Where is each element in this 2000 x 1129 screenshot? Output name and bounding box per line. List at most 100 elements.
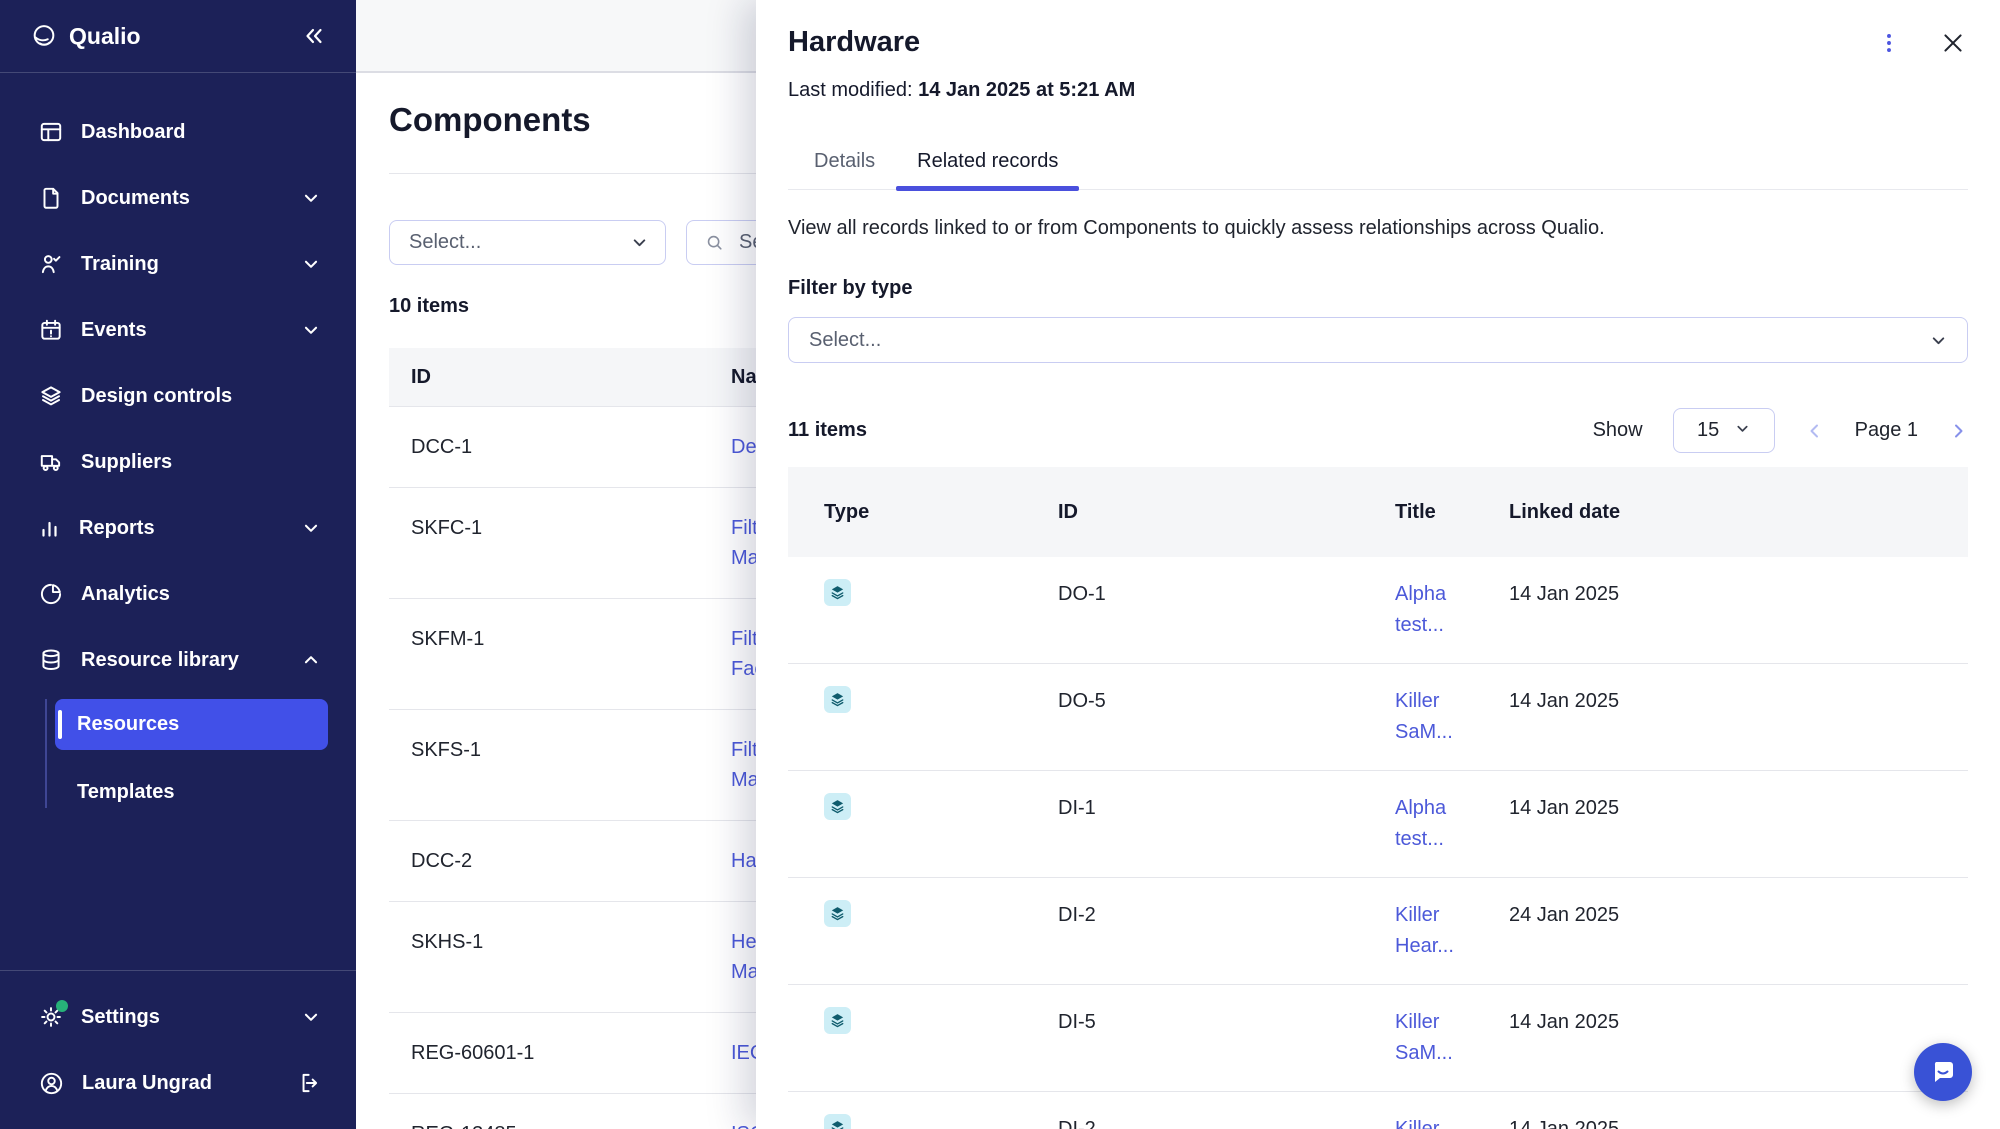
chat-launcher-button[interactable] <box>1914 1043 1972 1101</box>
table-row[interactable]: DO-1Alphatest...14 Jan 2025 <box>788 557 1968 664</box>
pagination: Show 15 Page 1 <box>1593 408 1968 453</box>
tab-details[interactable]: Details <box>793 150 896 189</box>
record-link[interactable]: Killer <box>1395 1007 1509 1038</box>
record-link[interactable]: Alpha <box>1395 793 1509 824</box>
type-filter-select[interactable]: Select... <box>788 317 1968 363</box>
close-icon[interactable] <box>1938 28 1968 58</box>
cell-type <box>788 1007 1058 1034</box>
cell-linked-date: 14 Jan 2025 <box>1509 579 1968 610</box>
drawer-tabs: Details Related records <box>788 150 1968 190</box>
subnav-tree-line <box>45 699 47 808</box>
related-records-table: Type ID Title Linked date DO-1Alphatest.… <box>788 467 1968 1129</box>
table-row[interactable]: DI-5KillerSaM...14 Jan 2025 <box>788 985 1968 1092</box>
sidebar-user[interactable]: Laura Ungrad <box>0 1050 356 1116</box>
sidebar-item-label: Dashboard <box>81 121 185 144</box>
sidebar-subitem-label: Resources <box>77 713 179 736</box>
app-window: Qualio DashboardDocumentsTrainingEventsD… <box>0 0 2000 1129</box>
cell-id: SKFC-1 <box>389 513 731 543</box>
cell-type <box>788 686 1058 713</box>
related-records-list-bar: 11 items Show 15 Page 1 <box>788 408 1968 453</box>
chevron-down-icon <box>1735 419 1750 442</box>
cell-linked-date: 14 Jan 2025 <box>1509 1007 1968 1038</box>
record-link[interactable]: test... <box>1395 610 1509 641</box>
design-controls-icon <box>824 686 851 713</box>
cell-linked-date: 14 Jan 2025 <box>1509 686 1968 717</box>
record-link[interactable]: Killer <box>1395 686 1509 717</box>
sidebar-item-design-controls[interactable]: Design controls <box>0 363 356 429</box>
drawer-header: Hardware <box>788 26 1968 59</box>
search-icon <box>704 232 725 253</box>
user-name: Laura Ungrad <box>82 1072 212 1095</box>
bar-chart-icon <box>38 516 62 540</box>
record-link[interactable]: test... <box>1395 824 1509 855</box>
document-icon <box>38 185 64 211</box>
page-size-select[interactable]: 15 <box>1673 408 1775 453</box>
sidebar-item-suppliers[interactable]: Suppliers <box>0 429 356 495</box>
user-avatar-icon <box>38 1070 65 1097</box>
cell-id: REG-13485 <box>389 1119 731 1129</box>
tab-related-records[interactable]: Related records <box>896 150 1079 189</box>
resource-library-subnav: Resources Templates <box>0 699 356 818</box>
layers-icon <box>38 383 64 409</box>
record-link[interactable]: Killer <box>1395 1114 1509 1129</box>
chevron-down-icon <box>302 1008 320 1026</box>
record-link[interactable]: Hear... <box>1395 931 1509 962</box>
table-row[interactable]: DI-2KillerSaM...14 Jan 2025 <box>788 1092 1968 1129</box>
sidebar-footer: Settings Laura Ungrad <box>0 970 356 1129</box>
sidebar-subitem-resources[interactable]: Resources <box>55 699 328 750</box>
chevron-down-icon <box>631 234 648 251</box>
record-link[interactable]: Killer <box>1395 900 1509 931</box>
table-row[interactable]: DO-5KillerSaM...14 Jan 2025 <box>788 664 1968 771</box>
database-icon <box>38 647 64 673</box>
table-row[interactable]: DI-1Alphatest...14 Jan 2025 <box>788 771 1968 878</box>
chevron-down-icon <box>302 189 320 207</box>
sidebar-item-training[interactable]: Training <box>0 231 356 297</box>
cell-title: Alphatest... <box>1395 793 1509 855</box>
logout-icon[interactable] <box>294 1070 320 1096</box>
design-controls-icon <box>824 1114 851 1129</box>
sidebar-collapse-icon[interactable] <box>302 24 326 48</box>
calendar-alert-icon <box>38 317 64 343</box>
record-link[interactable]: Alpha <box>1395 579 1509 610</box>
column-header-linked-date: Linked date <box>1509 501 1968 524</box>
sidebar-item-label: Suppliers <box>81 451 172 474</box>
cell-type <box>788 1114 1058 1129</box>
cell-type <box>788 793 1058 820</box>
record-link[interactable]: SaM... <box>1395 717 1509 748</box>
sidebar-item-label: Training <box>81 253 159 276</box>
cell-id: DI-5 <box>1058 1007 1395 1038</box>
last-modified-label: Last modified: <box>788 79 913 101</box>
settings-notification-dot <box>56 1000 68 1012</box>
sidebar-subitem-templates[interactable]: Templates <box>55 767 328 818</box>
sidebar-item-dashboard[interactable]: Dashboard <box>0 99 356 165</box>
cell-id: DI-2 <box>1058 1114 1395 1129</box>
sidebar: Qualio Dashboard Documents Training EventsD… <box>0 0 356 1129</box>
chat-icon <box>1928 1057 1958 1087</box>
chevron-down-icon <box>302 255 320 273</box>
sidebar-item-resource-library[interactable]: Resource library <box>0 627 356 693</box>
drawer-actions <box>1874 28 1968 58</box>
qualio-brand: Qualio <box>30 22 141 50</box>
cell-id: DI-1 <box>1058 793 1395 824</box>
record-link[interactable]: SaM... <box>1395 1038 1509 1069</box>
pie-chart-icon <box>38 581 64 607</box>
sidebar-item-events[interactable]: Events <box>0 297 356 363</box>
table-row[interactable]: DI-2KillerHear...24 Jan 2025 <box>788 878 1968 985</box>
sidebar-item-reports[interactable]: Reports <box>0 495 356 561</box>
column-header-id: ID <box>389 366 731 389</box>
related-items-count: 11 items <box>788 419 867 442</box>
cell-id: DI-2 <box>1058 900 1395 931</box>
components-filter-select[interactable]: Select... <box>389 220 666 265</box>
sidebar-nav: Dashboard Documents Training EventsDesign c… <box>0 73 356 818</box>
sidebar-item-analytics[interactable]: Analytics <box>0 561 356 627</box>
kebab-menu-icon[interactable] <box>1874 28 1904 58</box>
previous-page-icon[interactable] <box>1805 421 1825 441</box>
cell-type <box>788 579 1058 606</box>
chevron-down-icon <box>302 519 320 537</box>
cell-title: KillerHear... <box>1395 900 1509 962</box>
next-page-icon[interactable] <box>1948 421 1968 441</box>
sidebar-item-settings[interactable]: Settings <box>0 984 356 1050</box>
sidebar-item-documents[interactable]: Documents <box>0 165 356 231</box>
chevron-up-icon <box>302 651 320 669</box>
column-header-id: ID <box>1058 501 1395 524</box>
